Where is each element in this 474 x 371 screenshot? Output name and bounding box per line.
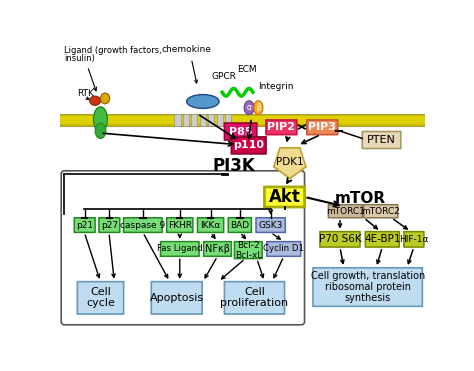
- Ellipse shape: [90, 96, 100, 105]
- FancyBboxPatch shape: [362, 131, 401, 148]
- Text: FKHR: FKHR: [168, 221, 192, 230]
- Text: Apoptosis: Apoptosis: [150, 293, 204, 303]
- Text: ECM: ECM: [237, 65, 257, 74]
- Text: mTORC1: mTORC1: [326, 207, 365, 216]
- FancyBboxPatch shape: [161, 242, 199, 256]
- Text: PTEN: PTEN: [367, 135, 396, 145]
- FancyBboxPatch shape: [235, 242, 262, 259]
- Text: 4E-BP1: 4E-BP1: [364, 234, 401, 244]
- Text: PI3K: PI3K: [212, 157, 255, 175]
- Polygon shape: [274, 148, 306, 178]
- FancyBboxPatch shape: [74, 218, 95, 232]
- Text: Cell
cycle: Cell cycle: [86, 287, 115, 308]
- Bar: [174, 114, 181, 126]
- Text: P70 S6K: P70 S6K: [319, 234, 361, 244]
- FancyBboxPatch shape: [151, 282, 202, 314]
- FancyBboxPatch shape: [365, 232, 399, 247]
- FancyBboxPatch shape: [228, 218, 251, 232]
- FancyBboxPatch shape: [198, 218, 224, 232]
- Text: NFκβ: NFκβ: [205, 244, 230, 254]
- Text: Fas Ligand: Fas Ligand: [157, 244, 202, 253]
- Text: caspase 9: caspase 9: [120, 221, 165, 230]
- FancyBboxPatch shape: [364, 205, 398, 218]
- FancyBboxPatch shape: [264, 187, 305, 207]
- FancyBboxPatch shape: [167, 218, 193, 232]
- Ellipse shape: [100, 93, 109, 104]
- Text: PIP3: PIP3: [308, 122, 336, 132]
- Text: Ligand (growth factors,: Ligand (growth factors,: [64, 46, 162, 55]
- Text: α: α: [246, 103, 252, 112]
- Text: insulin): insulin): [64, 54, 95, 63]
- Text: HIF-1α: HIF-1α: [399, 235, 428, 244]
- Bar: [61, 114, 425, 126]
- Text: β: β: [256, 103, 261, 112]
- FancyBboxPatch shape: [320, 232, 360, 247]
- Ellipse shape: [187, 95, 219, 108]
- Text: p27: p27: [101, 221, 118, 230]
- Text: Akt: Akt: [269, 188, 301, 206]
- FancyBboxPatch shape: [266, 120, 297, 135]
- Ellipse shape: [244, 101, 254, 115]
- Text: Cell
proliferation: Cell proliferation: [220, 287, 289, 308]
- FancyBboxPatch shape: [99, 218, 120, 232]
- Text: chemokine: chemokine: [161, 45, 211, 55]
- FancyBboxPatch shape: [77, 282, 124, 314]
- Bar: [217, 114, 223, 126]
- Text: RTK: RTK: [77, 89, 94, 98]
- Text: Integrin: Integrin: [258, 82, 294, 91]
- Bar: [191, 114, 198, 126]
- Bar: [61, 116, 425, 124]
- Text: GSK3: GSK3: [258, 221, 283, 230]
- Text: IKKα: IKKα: [201, 221, 221, 230]
- Text: P85: P85: [229, 127, 252, 137]
- Text: mTOR: mTOR: [335, 191, 386, 206]
- Bar: [208, 114, 214, 126]
- FancyBboxPatch shape: [124, 218, 162, 232]
- Text: Bcl-2
Bcl-xL: Bcl-2 Bcl-xL: [235, 240, 262, 260]
- Bar: [183, 114, 189, 126]
- FancyBboxPatch shape: [224, 282, 284, 314]
- FancyBboxPatch shape: [224, 123, 257, 140]
- Text: mTORC2: mTORC2: [361, 207, 400, 216]
- Text: PIP2: PIP2: [267, 122, 295, 132]
- Text: p21: p21: [76, 221, 93, 230]
- Text: Cell growth, translation
ribosomal protein
synthesis: Cell growth, translation ribosomal prote…: [310, 271, 425, 303]
- Text: Cyclin D1: Cyclin D1: [263, 244, 304, 253]
- FancyBboxPatch shape: [328, 205, 362, 218]
- FancyBboxPatch shape: [313, 268, 422, 306]
- FancyBboxPatch shape: [267, 242, 301, 256]
- Ellipse shape: [254, 101, 263, 115]
- FancyBboxPatch shape: [256, 218, 285, 232]
- Ellipse shape: [93, 107, 108, 132]
- Bar: [225, 114, 231, 126]
- Ellipse shape: [95, 123, 106, 138]
- Text: GPCR: GPCR: [211, 72, 236, 81]
- Text: p110: p110: [233, 140, 264, 150]
- FancyBboxPatch shape: [204, 242, 231, 256]
- Bar: [200, 114, 206, 126]
- Text: BAD: BAD: [230, 221, 249, 230]
- FancyBboxPatch shape: [231, 137, 266, 154]
- FancyBboxPatch shape: [404, 232, 424, 247]
- FancyBboxPatch shape: [307, 120, 337, 135]
- Text: PDK1: PDK1: [276, 157, 304, 167]
